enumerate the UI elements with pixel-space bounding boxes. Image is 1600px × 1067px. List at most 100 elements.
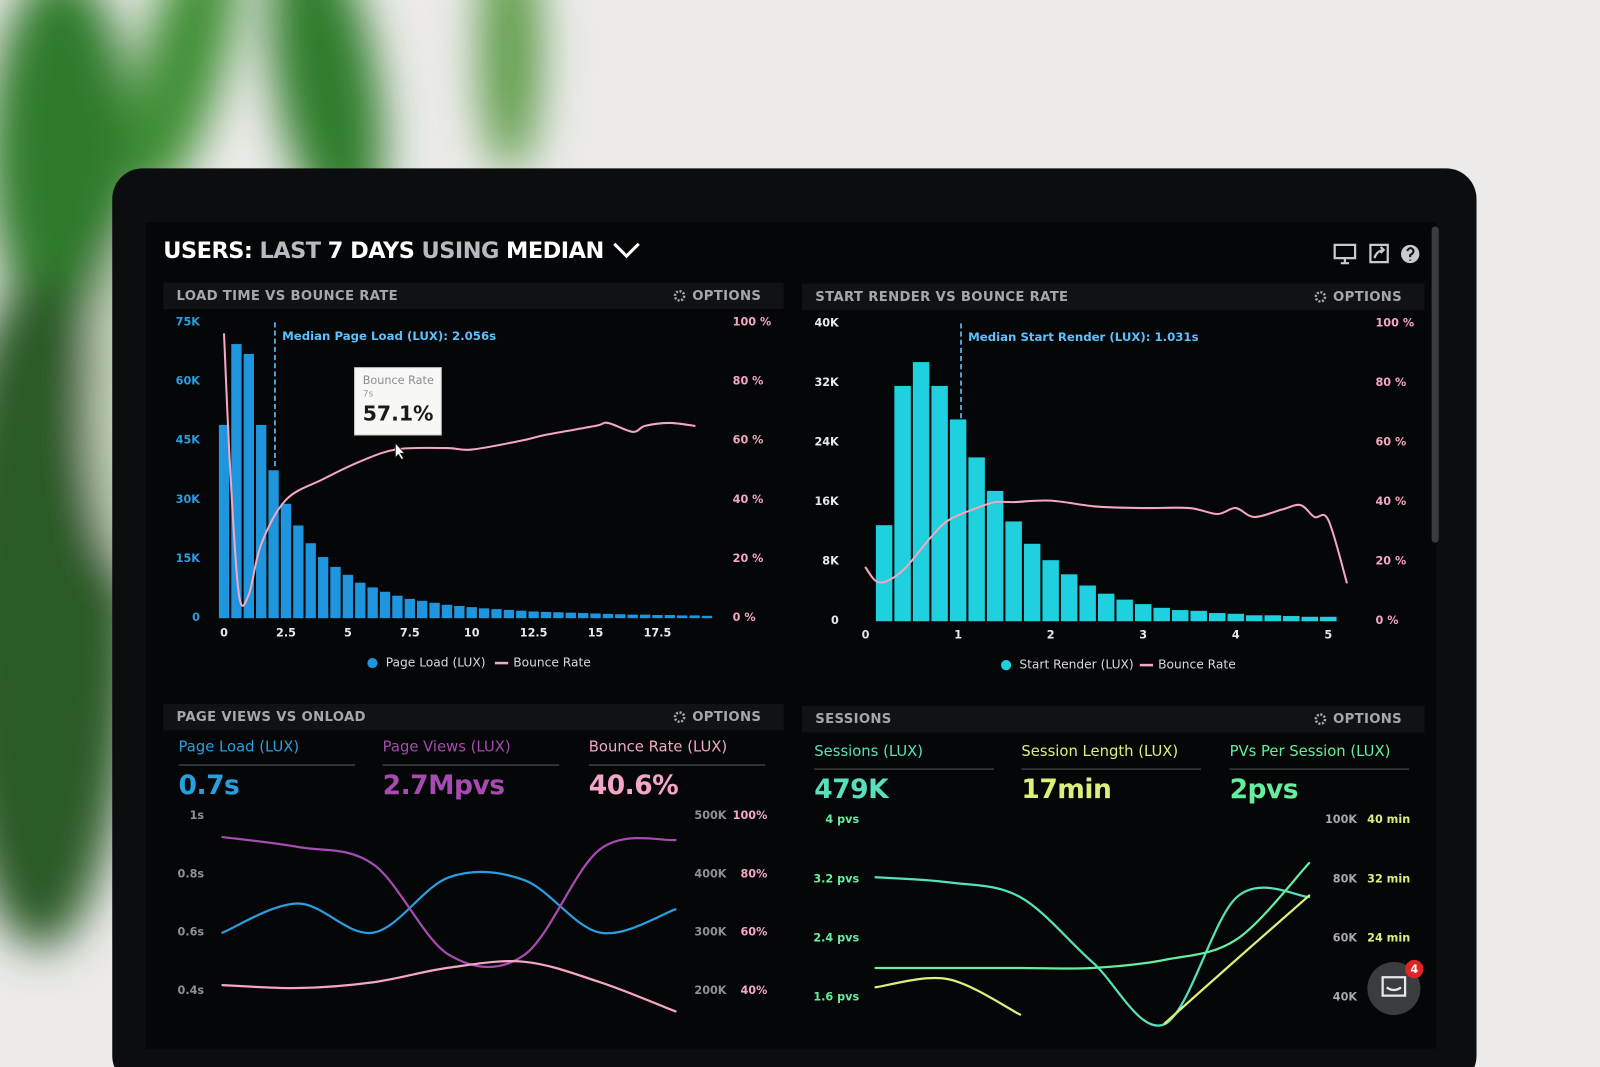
title-dropdown[interactable] bbox=[613, 242, 640, 259]
histogram-bar bbox=[1171, 610, 1189, 622]
monitor-icon[interactable] bbox=[1333, 243, 1357, 265]
y3-tick-label: 40 min bbox=[1367, 813, 1410, 826]
dashboard: USERS: LAST 7 DAYS USING MEDIAN LOAD TIME VS … bbox=[163, 237, 1425, 1027]
median-label: Median Page Load (LUX): 2.056s bbox=[282, 329, 496, 343]
histogram-bar bbox=[677, 615, 688, 619]
legend-swatch bbox=[367, 657, 378, 669]
panel-header bbox=[802, 283, 1425, 311]
title-part: USERS: bbox=[163, 237, 252, 263]
panel-title: START RENDER VS BOUNCE RATE bbox=[815, 290, 1068, 305]
gear-icon[interactable] bbox=[673, 289, 686, 302]
chat-badge bbox=[1405, 959, 1424, 979]
histogram-bar bbox=[429, 602, 440, 619]
histogram-bar bbox=[701, 615, 713, 619]
options-button[interactable]: OPTIONS bbox=[1333, 290, 1402, 305]
chat-button[interactable] bbox=[1367, 961, 1421, 1015]
y-tick-label: 3.2 pvs bbox=[813, 872, 859, 885]
y-tick-label: 16K bbox=[814, 495, 840, 508]
options-button[interactable]: OPTIONS bbox=[692, 710, 761, 725]
x-tick-label: 7.5 bbox=[400, 626, 420, 639]
histogram-bar bbox=[379, 591, 391, 619]
histogram-bar bbox=[602, 613, 614, 619]
y-tick-label: 40K bbox=[814, 316, 840, 329]
histogram-bar bbox=[875, 525, 893, 622]
histogram-bar bbox=[627, 614, 638, 619]
series-line bbox=[223, 333, 696, 607]
x-tick-label: 15 bbox=[588, 626, 604, 639]
histogram-bar bbox=[1246, 615, 1263, 622]
series-line bbox=[874, 876, 1311, 1027]
scrollbar[interactable] bbox=[1431, 226, 1439, 543]
y-tick-label: 0 bbox=[831, 614, 839, 627]
y2-tick-label: 80 % bbox=[733, 375, 764, 388]
y-tick-label: 45K bbox=[176, 434, 202, 447]
chat-badge-count: 4 bbox=[1410, 963, 1418, 976]
stat-label: PVs Per Session (LUX) bbox=[1230, 743, 1391, 760]
title-part: 7 DAYS bbox=[328, 237, 415, 263]
y-tick-label: 0 bbox=[192, 611, 200, 624]
histogram-bar bbox=[1023, 543, 1041, 622]
y2-tick-label: 0 % bbox=[1375, 614, 1398, 627]
stat-label: Page Views (LUX) bbox=[383, 739, 511, 756]
y-tick-label: 8K bbox=[822, 555, 840, 568]
stat-value: 2.7Mpvs bbox=[383, 770, 505, 801]
y2-tick-label: 200K bbox=[694, 984, 727, 997]
share-icon[interactable] bbox=[1369, 243, 1389, 264]
stat-value: 40.6% bbox=[589, 770, 678, 801]
gear-icon[interactable] bbox=[673, 711, 686, 723]
histogram-bar bbox=[355, 582, 366, 619]
histogram-bar bbox=[1079, 585, 1096, 622]
histogram-bar bbox=[1134, 604, 1152, 622]
cursor bbox=[394, 442, 406, 460]
x-tick-label: 10 bbox=[464, 626, 480, 639]
title-part: LAST bbox=[259, 237, 321, 263]
histogram-bar bbox=[1190, 610, 1207, 622]
histogram-bar bbox=[931, 385, 948, 622]
histogram-bar bbox=[949, 419, 967, 622]
series-line bbox=[874, 861, 1311, 970]
histogram-bar bbox=[1208, 613, 1226, 622]
options-button[interactable]: OPTIONS bbox=[1333, 712, 1402, 727]
histogram-bar bbox=[553, 612, 564, 619]
histogram-bar bbox=[454, 605, 465, 619]
series-line bbox=[221, 870, 677, 935]
stat-label: Session Length (LUX) bbox=[1021, 743, 1178, 760]
gear-icon[interactable] bbox=[1314, 290, 1327, 303]
x-tick-label: 2.5 bbox=[276, 626, 296, 639]
series-line bbox=[221, 835, 677, 969]
histogram-bar bbox=[1005, 521, 1022, 622]
histogram-bar bbox=[1153, 607, 1170, 622]
gear-icon[interactable] bbox=[1314, 713, 1327, 726]
histogram-bar bbox=[1320, 616, 1337, 622]
y2-tick-label: 400K bbox=[694, 867, 727, 880]
legend-label[interactable]: Bounce Rate bbox=[513, 656, 591, 670]
y-tick-label: 0.8s bbox=[178, 867, 205, 880]
y-tick-label: 0.4s bbox=[178, 984, 205, 997]
panel-header bbox=[163, 282, 784, 310]
legend-label[interactable]: Bounce Rate bbox=[1158, 658, 1236, 672]
series-line bbox=[1163, 894, 1311, 1025]
histogram-bar bbox=[1227, 613, 1244, 622]
x-tick-label: 5 bbox=[344, 626, 352, 639]
histogram-bar bbox=[1301, 616, 1319, 622]
panel-title: LOAD TIME VS BOUNCE RATE bbox=[177, 289, 398, 304]
histogram-bar bbox=[256, 424, 267, 619]
x-tick-label: 3 bbox=[1139, 629, 1147, 642]
y-tick-label: 32K bbox=[814, 376, 840, 389]
histogram-bar bbox=[280, 503, 292, 619]
x-tick-label: 4 bbox=[1232, 629, 1240, 642]
tooltip-x: 7s bbox=[363, 389, 374, 400]
y2-tick-label: 40K bbox=[1333, 991, 1359, 1004]
y2-tick-label: 60 % bbox=[1375, 436, 1406, 449]
y2-tick-label: 300K bbox=[694, 926, 727, 939]
legend-label[interactable]: Page Load (LUX) bbox=[386, 656, 486, 670]
y3-tick-label: 60% bbox=[740, 926, 767, 939]
options-button[interactable]: OPTIONS bbox=[692, 289, 761, 304]
y2-tick-label: 40 % bbox=[1375, 495, 1406, 508]
histogram-bar bbox=[577, 613, 589, 619]
legend-label[interactable]: Start Render (LUX) bbox=[1019, 658, 1133, 672]
histogram-bar bbox=[1283, 616, 1300, 622]
x-tick-label: 0 bbox=[862, 629, 870, 642]
y2-tick-label: 80K bbox=[1333, 872, 1359, 885]
title-part: MEDIAN bbox=[506, 237, 604, 263]
